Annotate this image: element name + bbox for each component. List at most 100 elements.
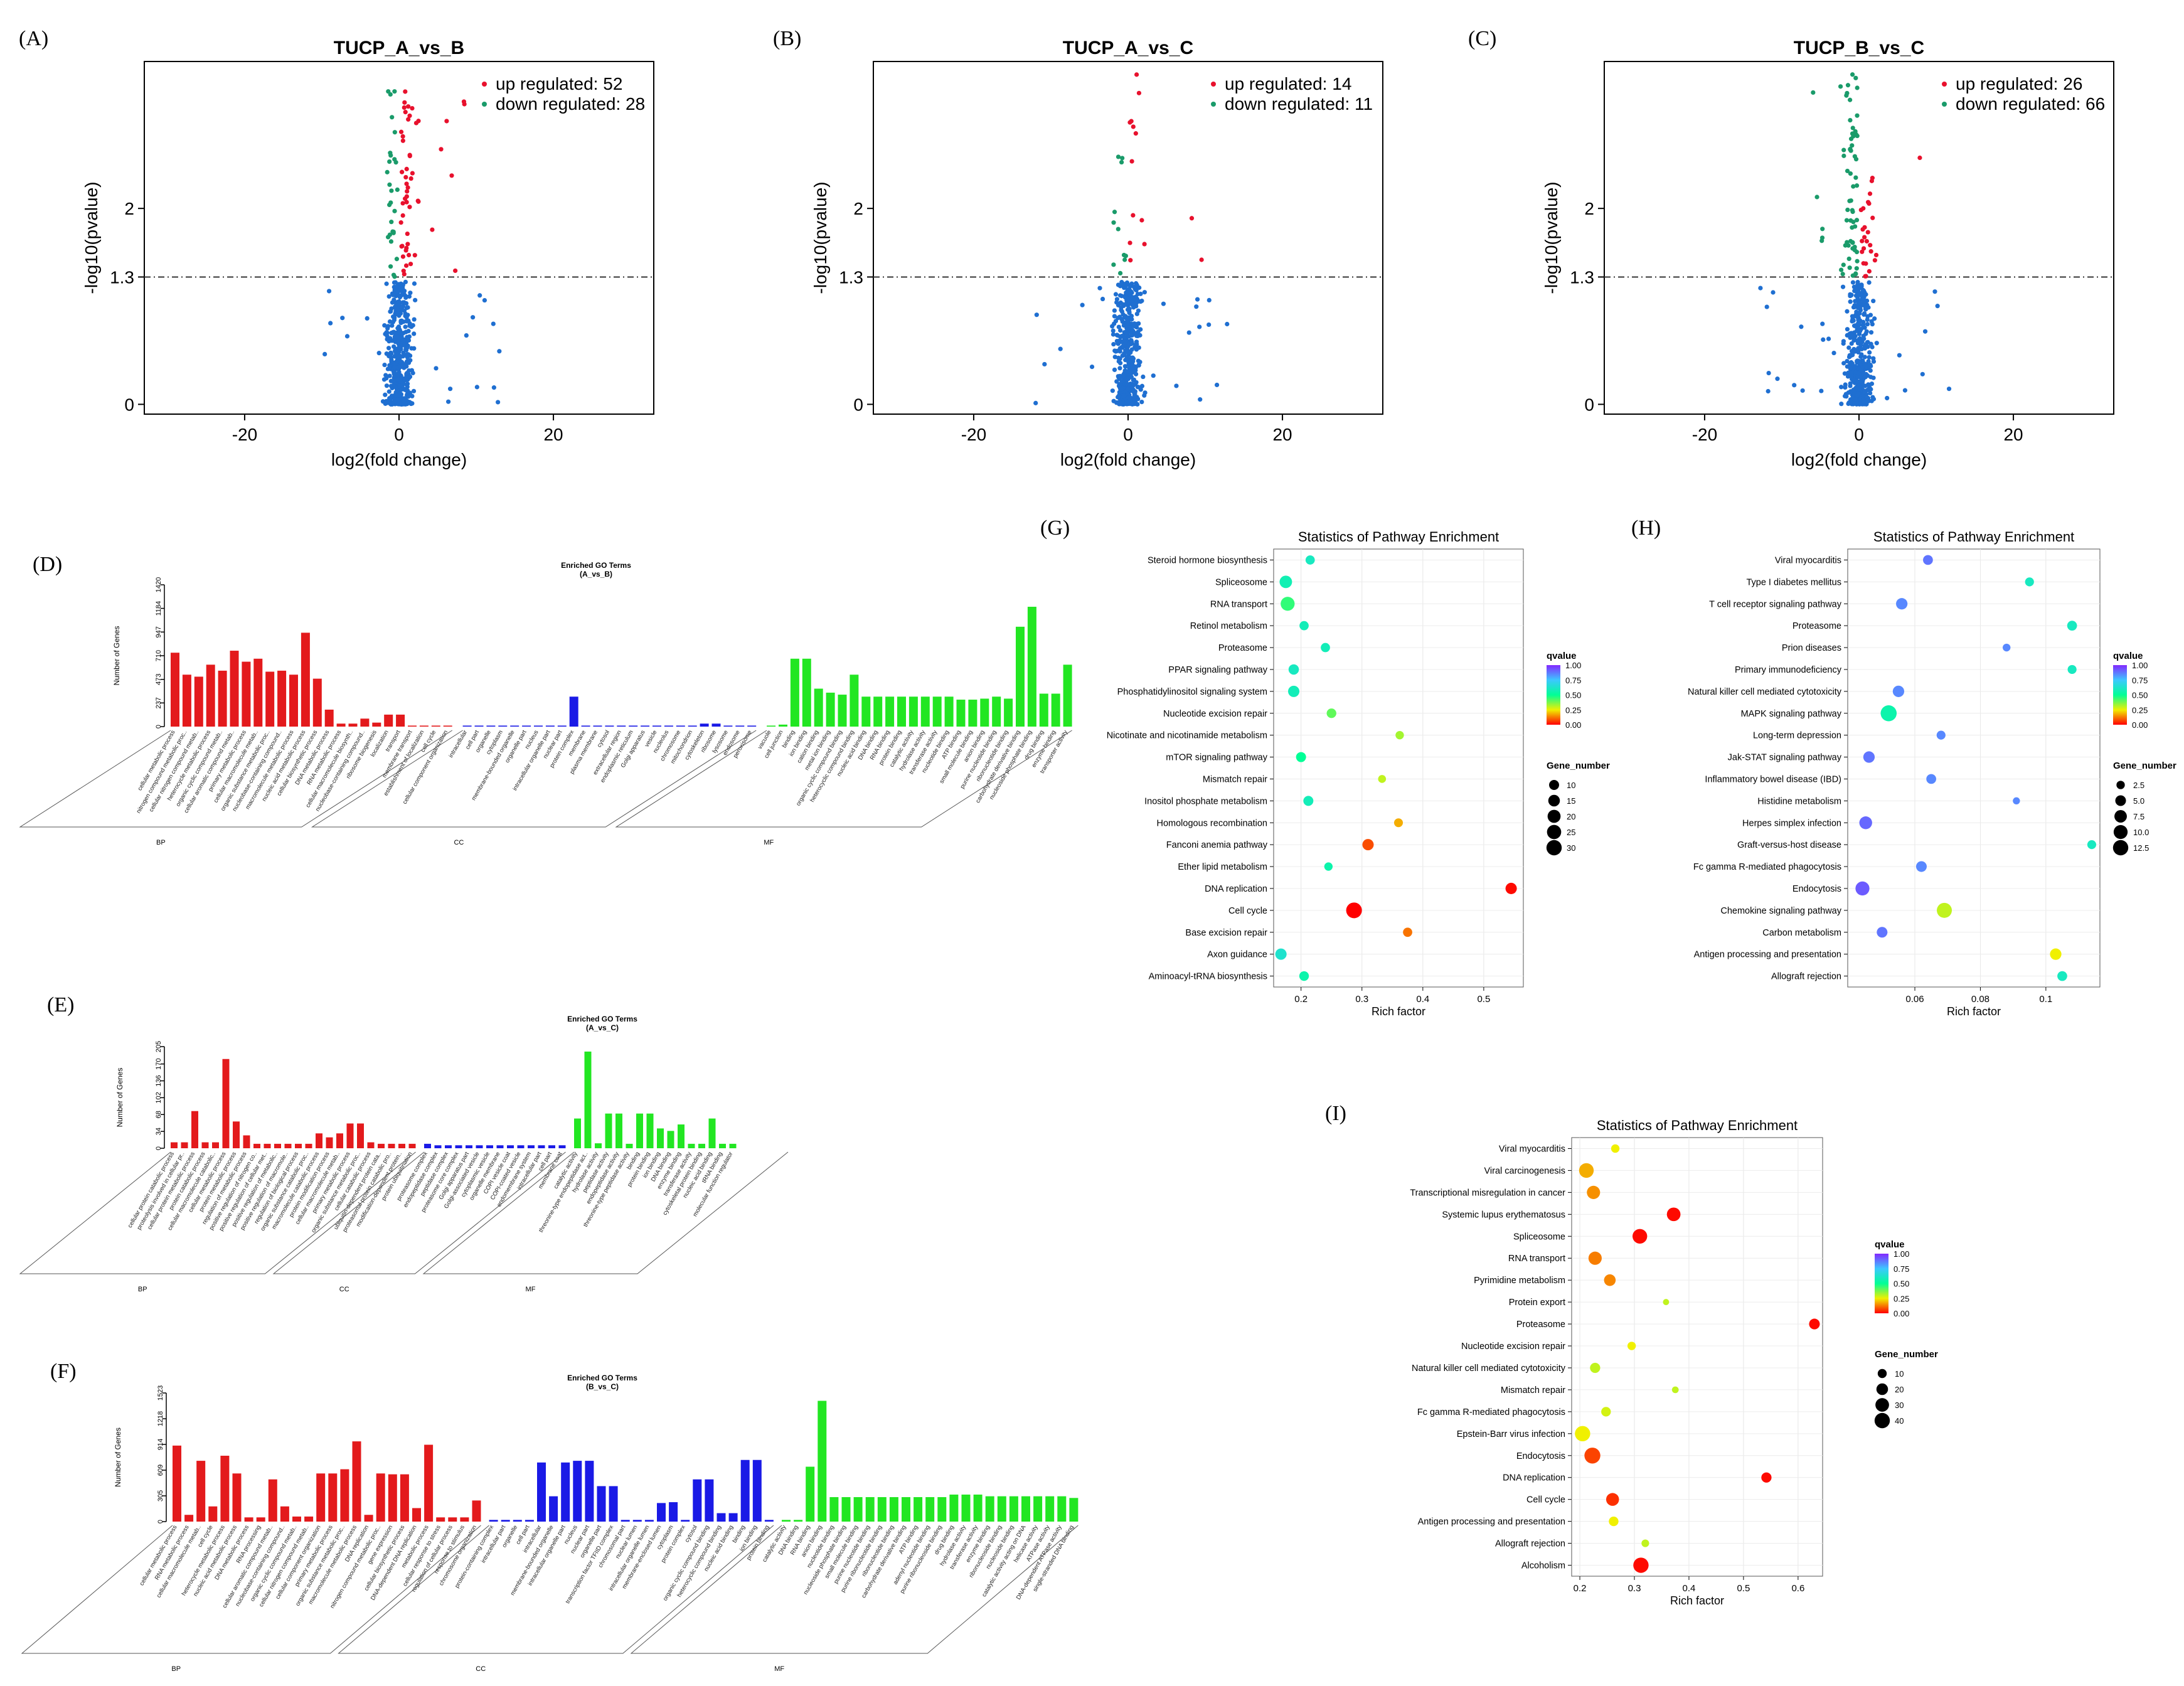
- data-point-ns: [412, 317, 417, 322]
- panel-label-h: (H): [1631, 516, 1661, 540]
- bar-cc: [434, 1145, 442, 1148]
- data-point-ns: [1848, 366, 1853, 371]
- colorbar-tick-label: 1.00: [2132, 661, 2148, 670]
- bar-bp: [171, 653, 179, 727]
- data-point-down: [1853, 132, 1859, 137]
- data-point-ns: [397, 402, 402, 407]
- data-point-ns: [1136, 397, 1141, 402]
- data-point-down: [1111, 262, 1116, 267]
- bar-cc: [609, 1486, 618, 1522]
- size-legend-label: 10: [1567, 781, 1575, 790]
- pathway-bubble-chart-h: Statistics of Pathway Enrichment 0.06 0.08…: [1688, 529, 2176, 1018]
- data-point-ns: [1869, 381, 1875, 387]
- data-point-ns: [1122, 364, 1127, 369]
- pathway-bubble: [1505, 882, 1517, 894]
- data-point-ns: [1121, 402, 1126, 407]
- pathway-bubble: [2025, 577, 2034, 587]
- data-point-ns: [383, 373, 388, 378]
- bar-mf: [719, 1143, 726, 1148]
- pathway-bubble: [2003, 643, 2011, 652]
- y-tick-label: 710: [155, 650, 162, 661]
- data-point-ns: [1131, 387, 1136, 392]
- legend-size-title: Gene_number: [1875, 1349, 1938, 1360]
- data-point-ns: [344, 334, 350, 339]
- data-point-ns: [1112, 355, 1117, 360]
- data-point-ns: [391, 292, 396, 297]
- data-point-ns: [392, 365, 397, 370]
- data-point-ns: [1855, 305, 1861, 311]
- data-point-up: [403, 196, 408, 201]
- bar-cc: [545, 725, 555, 727]
- bar-cc: [676, 725, 685, 727]
- bar-bp: [400, 1474, 409, 1522]
- data-point-ns: [385, 333, 390, 338]
- bar-cc: [557, 725, 567, 727]
- bar-mf: [873, 696, 883, 727]
- bar-bp: [360, 718, 370, 727]
- colorbar-tick-label: 1.00: [1894, 1249, 1909, 1259]
- data-point-ns: [1865, 397, 1871, 402]
- data-point-ns: [403, 313, 408, 319]
- data-point-ns: [1132, 324, 1137, 329]
- data-point-ns: [382, 362, 387, 368]
- pathway-bubble: [1633, 1229, 1648, 1244]
- data-point-ns: [446, 399, 451, 404]
- data-point-down: [1850, 143, 1855, 148]
- data-point-ns: [477, 293, 482, 298]
- bar-bp: [304, 1516, 314, 1522]
- bar-bp: [443, 725, 452, 727]
- x-tick-label: -20: [1692, 425, 1717, 444]
- data-point-down: [1850, 72, 1855, 77]
- bar-mf: [1051, 693, 1060, 727]
- data-point-down: [1841, 147, 1846, 152]
- group-label: BP: [171, 1665, 181, 1673]
- data-point-down: [1841, 153, 1846, 158]
- group-bracket: [272, 1151, 566, 1274]
- data-point-ns: [1849, 373, 1854, 379]
- volcano-chart-c: TUCP_B_vs_C -20 0 20 0 1.3 2 log2(fold change) -…: [1542, 38, 2114, 469]
- y-tick-label: 136: [155, 1075, 162, 1086]
- data-point-up: [403, 174, 408, 180]
- data-point-ns: [1116, 359, 1121, 364]
- data-point-up: [405, 189, 410, 194]
- data-point-ns: [491, 321, 496, 326]
- data-point-ns: [1857, 318, 1863, 323]
- data-point-ns: [1868, 330, 1874, 335]
- colorbar-tick-label: 0.75: [1894, 1264, 1909, 1274]
- data-point-down: [390, 229, 395, 234]
- chart-title: Statistics of Pathway Enrichment: [1298, 529, 1499, 545]
- legend-down-label: down regulated: 28: [496, 94, 645, 114]
- bar-bp: [230, 651, 239, 727]
- bar-cc: [424, 1143, 431, 1148]
- pathway-bubble: [1892, 685, 1905, 697]
- pathway-label: Herpes simplex infection: [1742, 818, 1841, 828]
- bar-mf: [885, 696, 895, 727]
- bar-mf: [925, 1497, 935, 1522]
- data-point-down: [393, 160, 398, 165]
- chart-title: Enriched GO Terms: [567, 1015, 637, 1023]
- data-point-ns: [1135, 292, 1141, 297]
- bar-bp: [222, 1059, 230, 1148]
- data-point-up: [1864, 238, 1870, 244]
- data-point-ns: [1856, 390, 1861, 396]
- pathway-label: Base excision repair: [1185, 928, 1267, 938]
- legend-down-label: down regulated: 66: [1956, 94, 2105, 114]
- data-point-ns: [1845, 309, 1850, 314]
- pathway-bubble: [1855, 881, 1870, 896]
- data-point-ns: [1130, 302, 1135, 307]
- bar-mf: [897, 696, 906, 727]
- data-point-ns: [1119, 387, 1124, 392]
- data-point-up: [1134, 72, 1139, 77]
- pathway-bubble: [1606, 1493, 1619, 1506]
- x-tick-label: 20: [1272, 425, 1292, 444]
- data-point-ns: [1133, 371, 1139, 376]
- group-label: CC: [476, 1665, 486, 1673]
- data-point-ns: [1118, 375, 1123, 380]
- data-point-down: [387, 159, 392, 164]
- data-point-ns: [1868, 362, 1873, 368]
- data-point-ns: [396, 338, 401, 343]
- pathway-bubble: [1346, 902, 1362, 919]
- data-point-ns: [393, 280, 398, 285]
- data-point-ns: [1123, 339, 1128, 344]
- data-point-up: [400, 254, 406, 259]
